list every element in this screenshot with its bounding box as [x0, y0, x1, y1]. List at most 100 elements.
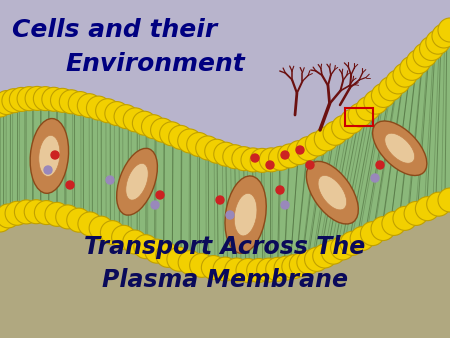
Circle shape	[51, 151, 59, 159]
Circle shape	[151, 201, 159, 209]
Circle shape	[225, 258, 249, 282]
Circle shape	[45, 202, 69, 226]
Circle shape	[438, 18, 450, 42]
Circle shape	[371, 217, 395, 241]
Circle shape	[24, 200, 48, 224]
Circle shape	[251, 154, 259, 162]
Circle shape	[196, 136, 220, 160]
Circle shape	[77, 94, 101, 118]
Text: Transport Across The: Transport Across The	[85, 235, 365, 259]
Ellipse shape	[385, 133, 414, 163]
Circle shape	[266, 257, 290, 281]
Circle shape	[287, 141, 311, 165]
Circle shape	[348, 103, 372, 127]
Circle shape	[297, 250, 321, 274]
Circle shape	[241, 148, 265, 172]
Circle shape	[216, 196, 224, 204]
Circle shape	[432, 24, 450, 48]
Circle shape	[59, 90, 83, 114]
Circle shape	[187, 132, 211, 156]
Circle shape	[156, 243, 180, 267]
Circle shape	[5, 201, 29, 225]
Circle shape	[321, 240, 346, 264]
Circle shape	[145, 239, 169, 263]
Circle shape	[400, 56, 424, 80]
Circle shape	[17, 87, 41, 111]
Circle shape	[266, 161, 274, 169]
Circle shape	[382, 212, 406, 236]
Circle shape	[296, 137, 320, 161]
Circle shape	[281, 201, 289, 209]
Circle shape	[282, 255, 306, 279]
Circle shape	[314, 127, 338, 151]
Text: Environment: Environment	[65, 52, 245, 76]
Circle shape	[323, 121, 347, 145]
Circle shape	[167, 247, 191, 271]
Circle shape	[25, 87, 49, 111]
Circle shape	[332, 116, 356, 140]
Circle shape	[178, 250, 202, 274]
Circle shape	[306, 161, 314, 169]
Circle shape	[9, 88, 33, 112]
Circle shape	[356, 97, 380, 121]
Circle shape	[112, 225, 135, 249]
Circle shape	[259, 148, 284, 172]
Ellipse shape	[318, 175, 346, 210]
Circle shape	[305, 132, 329, 156]
Circle shape	[0, 204, 20, 228]
Circle shape	[132, 111, 157, 135]
Circle shape	[360, 222, 384, 246]
Circle shape	[226, 211, 234, 219]
Circle shape	[406, 50, 431, 74]
Circle shape	[274, 256, 298, 280]
Ellipse shape	[225, 176, 266, 253]
Circle shape	[419, 37, 444, 61]
Circle shape	[340, 110, 364, 134]
Circle shape	[67, 208, 91, 232]
Text: Plasma Membrane: Plasma Membrane	[102, 268, 348, 292]
Circle shape	[331, 236, 355, 260]
Circle shape	[256, 258, 281, 282]
Circle shape	[413, 43, 437, 67]
Ellipse shape	[117, 148, 158, 215]
Circle shape	[2, 89, 26, 113]
Circle shape	[68, 92, 92, 116]
Circle shape	[0, 208, 12, 232]
Circle shape	[386, 70, 410, 94]
Circle shape	[201, 256, 225, 280]
Circle shape	[178, 129, 202, 153]
Circle shape	[0, 91, 19, 115]
Text: Cells and their: Cells and their	[12, 18, 217, 42]
Circle shape	[232, 147, 256, 171]
Circle shape	[214, 142, 238, 166]
Circle shape	[250, 148, 274, 172]
Circle shape	[123, 108, 147, 132]
Circle shape	[78, 212, 102, 236]
Circle shape	[376, 161, 384, 169]
Bar	[345, 108, 373, 126]
Circle shape	[86, 96, 110, 120]
Circle shape	[100, 221, 124, 245]
Circle shape	[281, 151, 289, 159]
Polygon shape	[0, 30, 450, 270]
Circle shape	[160, 122, 184, 146]
Circle shape	[236, 259, 260, 283]
Ellipse shape	[373, 121, 427, 175]
Circle shape	[427, 192, 450, 216]
Ellipse shape	[39, 136, 60, 176]
Circle shape	[141, 115, 166, 139]
Circle shape	[33, 87, 57, 111]
Polygon shape	[0, 0, 450, 160]
Ellipse shape	[126, 163, 148, 200]
Circle shape	[313, 244, 337, 268]
Circle shape	[223, 145, 247, 169]
Circle shape	[426, 30, 450, 54]
Circle shape	[247, 259, 271, 283]
Circle shape	[350, 226, 374, 250]
Ellipse shape	[30, 119, 68, 193]
Circle shape	[438, 188, 450, 212]
Circle shape	[44, 166, 52, 174]
Circle shape	[89, 216, 113, 240]
Circle shape	[169, 125, 193, 149]
Ellipse shape	[234, 193, 257, 236]
